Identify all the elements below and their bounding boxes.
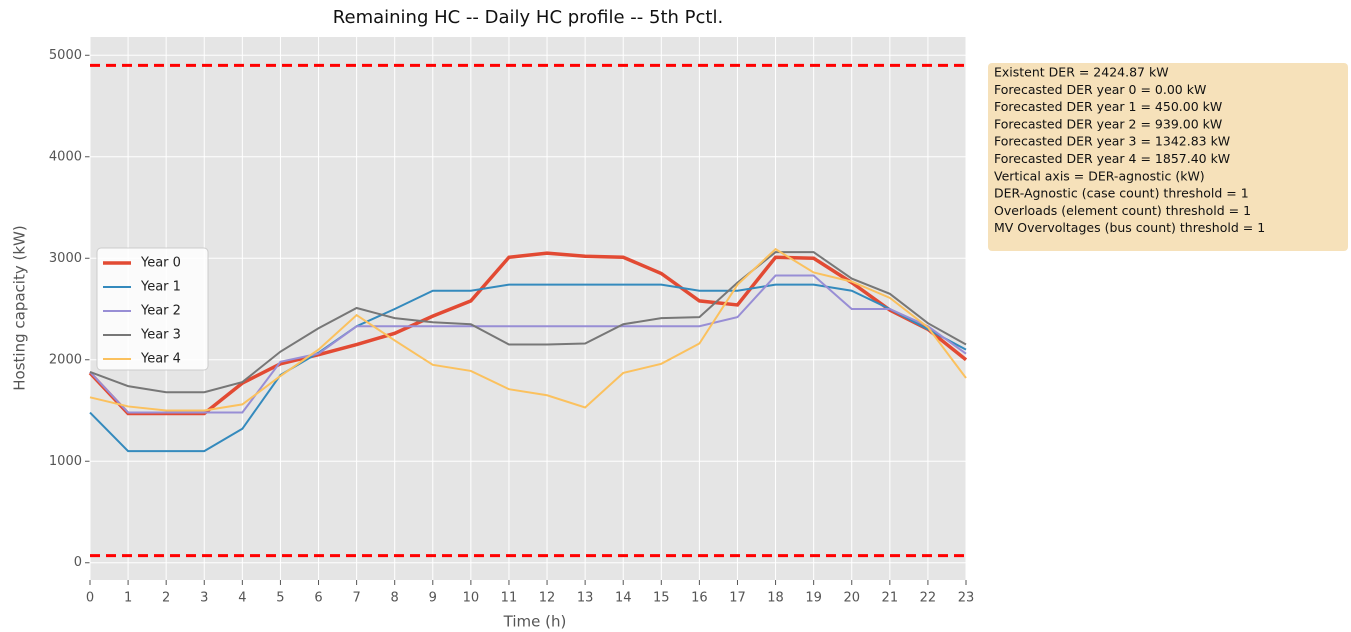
legend-label: Year 1 — [140, 280, 181, 295]
x-tick-label: 9 — [429, 591, 437, 606]
y-tick-label: 4000 — [49, 149, 82, 164]
x-tick-label: 23 — [958, 591, 975, 606]
x-tick-label: 4 — [238, 591, 246, 606]
legend-label: Year 4 — [140, 352, 181, 367]
y-tick-label: 5000 — [49, 48, 82, 63]
annotation-line: Existent DER = 2424.87 kW — [994, 65, 1169, 80]
x-tick-label: 22 — [920, 591, 937, 606]
annotation-line: Vertical axis = DER-agnostic (kW) — [994, 168, 1205, 183]
annotation-box — [988, 63, 1348, 251]
y-tick-label: 3000 — [49, 251, 82, 266]
x-tick-label: 8 — [391, 591, 399, 606]
x-tick-label: 11 — [501, 591, 518, 606]
y-tick-label: 0 — [74, 555, 82, 570]
x-tick-label: 13 — [577, 591, 594, 606]
x-tick-label: 6 — [314, 591, 322, 606]
annotation-line: Forecasted DER year 3 = 1342.83 kW — [994, 134, 1230, 149]
x-tick-label: 2 — [162, 591, 170, 606]
x-tick-label: 20 — [843, 591, 860, 606]
x-tick-label: 12 — [539, 591, 556, 606]
legend-box — [96, 247, 209, 371]
y-tick-label: 1000 — [49, 454, 82, 469]
plot-background — [90, 37, 966, 580]
annotation-line: DER-Agnostic (case count) threshold = 1 — [994, 186, 1249, 201]
chart-title: Remaining HC -- Daily HC profile -- 5th … — [333, 7, 723, 28]
series-line — [89, 247, 967, 412]
x-axis-label: Time (h) — [503, 613, 567, 631]
annotation-line: Forecasted DER year 4 = 1857.40 kW — [994, 151, 1230, 166]
annotation-line: Forecasted DER year 1 = 450.00 kW — [994, 99, 1222, 114]
x-tick-label: 14 — [615, 591, 632, 606]
x-tick-label: 1 — [124, 591, 132, 606]
legend-label: Year 3 — [140, 328, 181, 343]
x-tick-label: 15 — [653, 591, 670, 606]
x-tick-label: 17 — [729, 591, 746, 606]
y-axis-label: Hosting capacity (kW) — [11, 225, 29, 390]
series-line — [89, 283, 967, 453]
legend-label: Year 2 — [140, 304, 181, 319]
annotation-line: Overloads (element count) threshold = 1 — [994, 203, 1251, 218]
x-tick-label: 3 — [200, 591, 208, 606]
legend-label: Year 0 — [140, 256, 181, 271]
x-tick-label: 5 — [276, 591, 284, 606]
x-tick-label: 7 — [352, 591, 360, 606]
annotation-line: Forecasted DER year 0 = 0.00 kW — [994, 82, 1206, 97]
x-tick-label: 18 — [767, 591, 784, 606]
annotation-line: Forecasted DER year 2 = 939.00 kW — [994, 116, 1222, 131]
y-tick-label: 2000 — [49, 352, 82, 367]
x-tick-label: 16 — [691, 591, 708, 606]
series-line — [89, 251, 967, 394]
series-line — [89, 274, 967, 414]
x-tick-label: 21 — [882, 591, 899, 606]
series-line — [88, 251, 968, 416]
annotation-line: MV Overvoltages (bus count) threshold = … — [994, 220, 1265, 235]
x-tick-label: 10 — [463, 591, 480, 606]
x-tick-label: 0 — [86, 591, 94, 606]
x-tick-label: 19 — [805, 591, 822, 606]
